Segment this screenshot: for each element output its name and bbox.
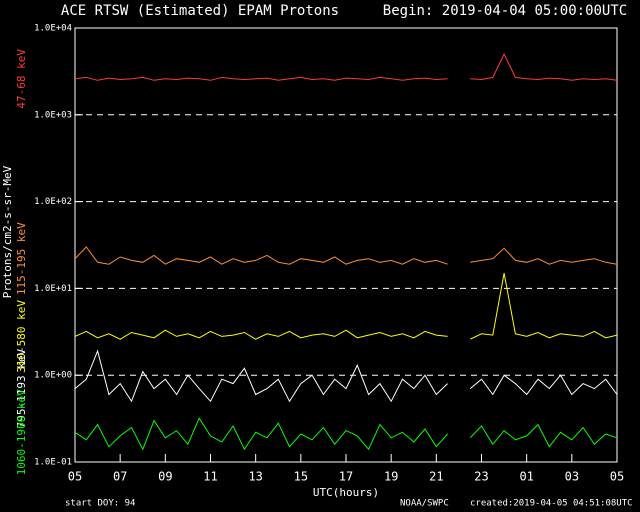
x-tick-label: 23 bbox=[474, 470, 488, 484]
y-tick-label: 1.0E-01 bbox=[34, 458, 72, 468]
series-line bbox=[74, 273, 618, 340]
y-tick-label: 1.0E+03 bbox=[34, 110, 72, 120]
footer-right: created:2019-04-05 04:51:08UTC bbox=[470, 499, 633, 509]
y-tick-label: 1.0E+00 bbox=[34, 371, 72, 381]
x-tick-label: 01 bbox=[519, 470, 533, 484]
y-tick-label: 1.0E+04 bbox=[34, 24, 72, 34]
x-tick-label: 07 bbox=[113, 470, 127, 484]
x-tick-label: 05 bbox=[68, 470, 82, 484]
series-line bbox=[74, 246, 618, 265]
series-line bbox=[74, 349, 618, 403]
y-tick-label: 1.0E+02 bbox=[34, 197, 72, 207]
x-tick-label: 13 bbox=[248, 470, 262, 484]
x-tick-label: 21 bbox=[429, 470, 443, 484]
series-label: 1060-1900 keV bbox=[15, 389, 28, 475]
chart-subtitle: Begin: 2019-04-04 05:00:00UTC bbox=[383, 3, 627, 19]
x-tick-label: 09 bbox=[158, 470, 172, 484]
x-tick-label: 11 bbox=[203, 470, 217, 484]
x-tick-label: 03 bbox=[565, 470, 579, 484]
series-label: 795-1193 keV bbox=[15, 348, 28, 428]
x-tick-label: 17 bbox=[339, 470, 353, 484]
x-axis-label: UTC(hours) bbox=[313, 486, 379, 499]
x-tick-label: 19 bbox=[384, 470, 398, 484]
footer-left: start DOY: 94 bbox=[65, 499, 135, 509]
footer-center: NOAA/SWPC bbox=[400, 499, 449, 509]
x-tick-label: 05 bbox=[610, 470, 624, 484]
series-label: 310-580 keV bbox=[15, 300, 28, 373]
plot-frame bbox=[74, 27, 618, 463]
y-tick-label: 1.0E+01 bbox=[34, 284, 72, 294]
chart-title: ACE RTSW (Estimated) EPAM Protons bbox=[61, 3, 339, 19]
x-tick-label: 15 bbox=[294, 470, 308, 484]
series-line bbox=[74, 417, 618, 451]
series-line bbox=[74, 52, 618, 81]
y-axis-label: Protons/cm2-s-sr-MeV bbox=[1, 165, 14, 298]
series-label: 47-68 keV bbox=[15, 49, 28, 109]
series-label: 115-195 keV bbox=[15, 222, 28, 295]
